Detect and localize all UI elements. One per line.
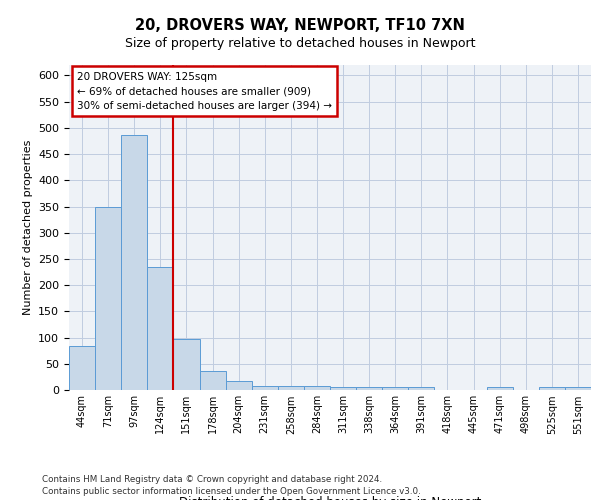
Bar <box>539 388 565 390</box>
Text: Contains HM Land Registry data © Crown copyright and database right 2024.: Contains HM Land Registry data © Crown c… <box>42 475 382 484</box>
Bar <box>278 386 304 390</box>
Bar <box>199 370 226 390</box>
Text: Contains public sector information licensed under the Open Government Licence v3: Contains public sector information licen… <box>42 487 421 496</box>
Bar <box>330 388 356 390</box>
Bar <box>487 388 513 390</box>
Bar <box>382 388 409 390</box>
Bar <box>226 380 252 390</box>
Bar <box>565 388 591 390</box>
X-axis label: Distribution of detached houses by size in Newport: Distribution of detached houses by size … <box>179 496 481 500</box>
Bar <box>252 386 278 390</box>
Text: 20 DROVERS WAY: 125sqm
← 69% of detached houses are smaller (909)
30% of semi-de: 20 DROVERS WAY: 125sqm ← 69% of detached… <box>77 72 332 111</box>
Text: 20, DROVERS WAY, NEWPORT, TF10 7XN: 20, DROVERS WAY, NEWPORT, TF10 7XN <box>135 18 465 32</box>
Bar <box>356 388 382 390</box>
Bar <box>69 346 95 390</box>
Bar <box>409 388 434 390</box>
Bar <box>173 338 199 390</box>
Y-axis label: Number of detached properties: Number of detached properties <box>23 140 32 315</box>
Text: Size of property relative to detached houses in Newport: Size of property relative to detached ho… <box>125 38 475 51</box>
Bar <box>95 206 121 390</box>
Bar <box>121 134 148 390</box>
Bar <box>304 386 330 390</box>
Bar <box>148 267 173 390</box>
